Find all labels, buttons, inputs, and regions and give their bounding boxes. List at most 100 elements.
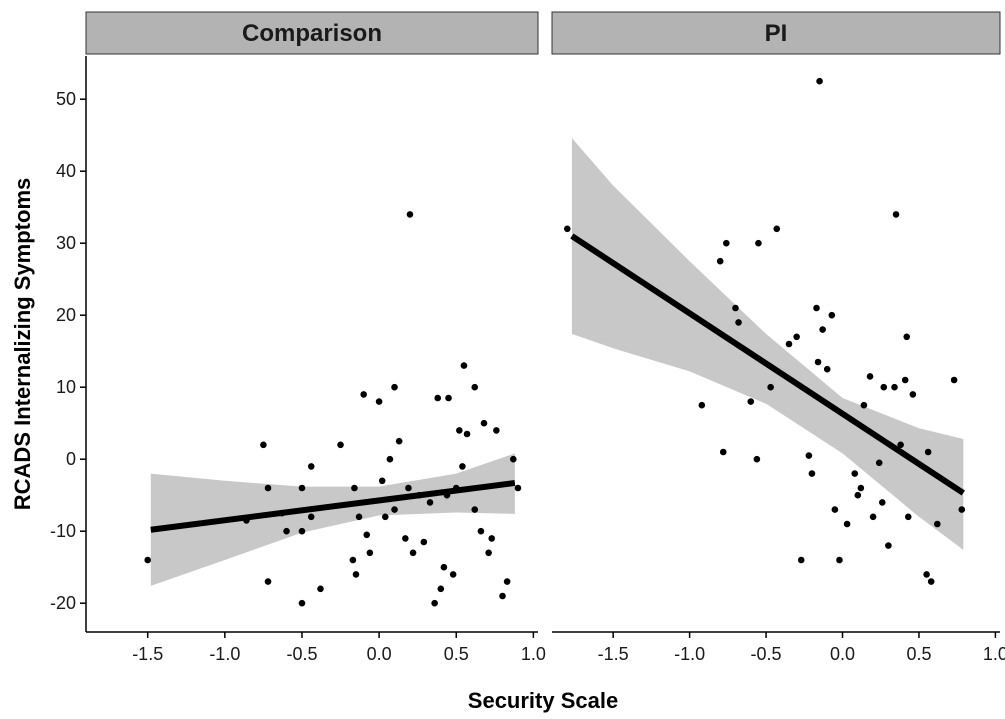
y-tick-label: 20 — [56, 305, 76, 325]
data-point — [363, 531, 371, 539]
data-point — [503, 578, 511, 585]
data-point — [860, 401, 868, 409]
data-point — [471, 506, 479, 513]
data-point — [735, 319, 742, 326]
data-point — [431, 599, 438, 607]
data-point — [813, 304, 820, 312]
data-point — [785, 340, 793, 348]
data-point — [854, 491, 862, 499]
data-point — [434, 394, 442, 402]
y-tick-label: 30 — [56, 233, 76, 253]
data-point — [144, 556, 152, 564]
data-point — [264, 484, 272, 492]
data-point — [463, 430, 471, 438]
data-point — [381, 513, 389, 521]
data-point — [366, 549, 374, 557]
data-point — [440, 563, 448, 571]
data-point — [449, 571, 457, 578]
y-tick-label: 0 — [66, 449, 76, 469]
data-point — [510, 455, 517, 463]
panel-pi: PI -1.5 -1.0 -0.5 0.0 0.5 1.0 — [551, 11, 1005, 664]
data-point — [420, 538, 428, 546]
data-point — [391, 506, 398, 513]
data-point — [823, 365, 831, 373]
data-point — [298, 599, 306, 607]
data-point — [716, 257, 724, 265]
data-point — [445, 394, 452, 402]
data-point — [514, 484, 522, 492]
data-point — [843, 520, 851, 528]
data-point — [405, 484, 412, 492]
data-point — [828, 311, 836, 319]
strip-comparison — [85, 11, 539, 55]
confidence-band-comparison — [150, 453, 515, 586]
data-point — [808, 470, 816, 477]
data-point — [747, 398, 755, 405]
data-point — [349, 556, 357, 564]
data-point — [934, 520, 941, 528]
data-point — [816, 77, 823, 85]
data-point — [264, 578, 272, 585]
data-point — [927, 578, 935, 585]
data-point — [493, 427, 500, 434]
data-point — [307, 513, 315, 521]
data-point — [355, 513, 363, 521]
data-point — [406, 211, 414, 218]
x-tick-label: 0.5 — [906, 644, 931, 664]
data-point — [878, 499, 886, 506]
data-point — [260, 441, 267, 449]
data-point — [755, 239, 762, 247]
data-point — [924, 448, 932, 456]
data-point — [897, 441, 904, 449]
x-tick-label: 0.0 — [830, 644, 855, 664]
data-point — [950, 376, 958, 384]
strip-label-pi: PI — [765, 20, 788, 47]
data-point — [904, 513, 912, 521]
y-tick-label: -20 — [50, 593, 76, 613]
data-point — [307, 463, 315, 470]
x-tick-label: -1.0 — [674, 644, 705, 664]
y-tick-label: 40 — [56, 161, 76, 181]
data-point — [819, 326, 826, 333]
data-point — [337, 441, 344, 449]
data-point — [831, 506, 839, 513]
data-point — [456, 427, 463, 434]
data-point — [298, 527, 306, 535]
data-point — [892, 211, 900, 218]
x-tick-label: 0.5 — [444, 644, 469, 664]
data-point — [443, 491, 451, 499]
data-point — [488, 535, 496, 542]
confidence-band-pi — [571, 138, 964, 550]
data-point — [243, 517, 250, 524]
y-tick-label: -10 — [50, 521, 76, 541]
strip-pi — [551, 11, 1001, 55]
data-point — [885, 542, 892, 549]
data-point — [958, 506, 966, 513]
data-point — [723, 239, 730, 247]
data-point — [875, 459, 883, 467]
data-point — [415, 491, 423, 499]
data-point — [767, 383, 774, 391]
data-point — [732, 304, 739, 312]
regression-line-comparison — [150, 479, 516, 533]
data-point — [395, 437, 403, 445]
data-point — [360, 391, 367, 398]
data-point — [869, 513, 877, 521]
x-axis-title: Security Scale — [468, 688, 618, 713]
x-tick-label: 1.0 — [983, 644, 1005, 664]
data-point — [805, 452, 813, 459]
data-point — [903, 333, 911, 341]
data-point — [797, 556, 805, 564]
strip-label-comparison: Comparison — [242, 20, 382, 47]
data-point — [426, 499, 434, 506]
data-point — [402, 535, 409, 542]
data-point — [563, 225, 571, 233]
data-point — [352, 571, 360, 578]
x-axis-pi: -1.5 -1.0 -0.5 0.0 0.5 1.0 — [552, 631, 1005, 664]
data-point — [719, 448, 727, 456]
data-point — [437, 585, 445, 593]
data-point — [298, 484, 306, 492]
data-point — [459, 463, 466, 470]
data-point — [866, 373, 874, 380]
